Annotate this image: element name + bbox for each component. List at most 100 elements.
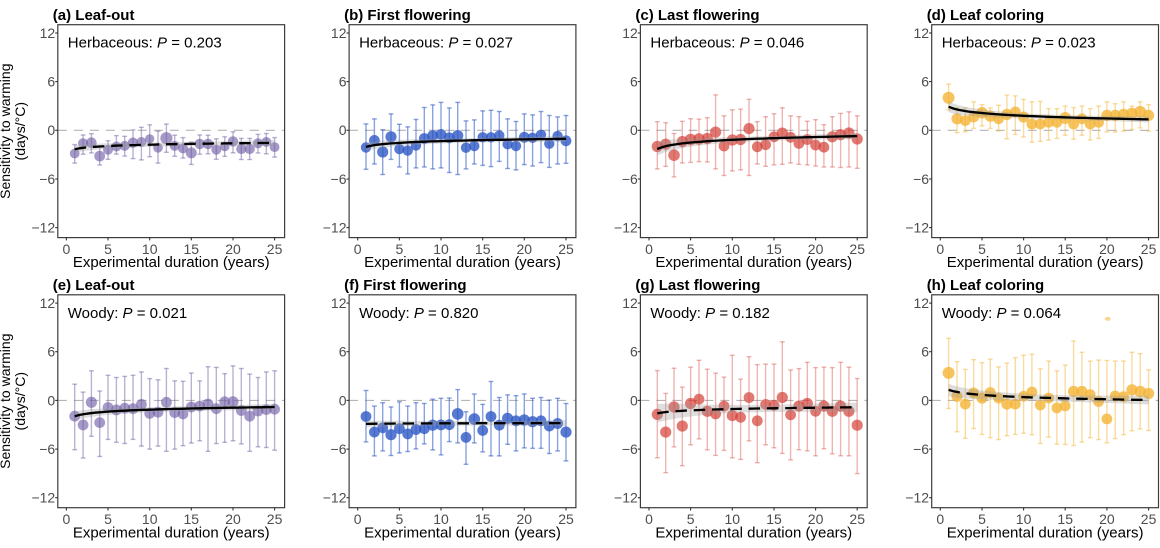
svg-text:15: 15 [1057,241,1073,257]
svg-text:(b) First flowering: (b) First flowering [344,7,471,24]
svg-text:0: 0 [936,511,944,527]
svg-text:0: 0 [630,392,638,408]
svg-text:−12: −12 [614,490,638,506]
svg-text:−6: −6 [331,171,347,187]
svg-text:15: 15 [184,511,200,527]
svg-text:0: 0 [354,241,362,257]
svg-text:(f) First flowering: (f) First flowering [344,277,467,294]
svg-text:(e) Leaf-out: (e) Leaf-out [53,277,135,294]
svg-text:10: 10 [142,511,158,527]
svg-text:10: 10 [1016,511,1032,527]
svg-text:Experimental duration (years): Experimental duration (years) [655,254,852,271]
svg-text:20: 20 [1099,241,1115,257]
svg-text:Herbaceous: P = 0.027: Herbaceous: P = 0.027 [359,35,513,52]
svg-text:−12: −12 [323,220,347,236]
svg-text:0: 0 [921,122,929,138]
svg-text:15: 15 [766,241,782,257]
svg-text:0: 0 [645,241,653,257]
svg-text:−6: −6 [331,441,347,457]
svg-text:15: 15 [475,511,491,527]
svg-text:−12: −12 [905,220,929,236]
svg-text:25: 25 [267,241,283,257]
svg-text:Herbaceous: P = 0.046: Herbaceous: P = 0.046 [650,35,804,52]
svg-text:Herbaceous: P = 0.203: Herbaceous: P = 0.203 [68,35,222,52]
svg-text:5: 5 [978,511,986,527]
svg-text:12: 12 [622,25,638,41]
svg-text:10: 10 [725,241,741,257]
svg-text:0: 0 [630,122,638,138]
svg-text:25: 25 [558,511,574,527]
svg-text:5: 5 [687,511,695,527]
svg-text:−12: −12 [31,220,55,236]
svg-text:0: 0 [63,511,71,527]
svg-text:Experimental duration (years): Experimental duration (years) [947,254,1144,271]
svg-text:−12: −12 [31,490,55,506]
svg-text:−6: −6 [622,441,638,457]
svg-text:5: 5 [396,511,404,527]
svg-text:−12: −12 [323,490,347,506]
svg-text:10: 10 [1016,241,1032,257]
svg-text:5: 5 [978,241,986,257]
svg-text:12: 12 [331,25,347,41]
svg-text:Experimental duration (years): Experimental duration (years) [655,524,852,541]
svg-text:15: 15 [184,241,200,257]
svg-text:12: 12 [40,295,56,311]
svg-text:0: 0 [47,122,55,138]
svg-text:(h) Leaf coloring: (h) Leaf coloring [927,277,1044,294]
svg-text:0: 0 [339,392,347,408]
svg-text:12: 12 [331,295,347,311]
svg-text:15: 15 [475,241,491,257]
svg-text:−6: −6 [913,171,929,187]
svg-text:6: 6 [339,344,347,360]
svg-text:0: 0 [921,392,929,408]
svg-text:10: 10 [433,511,449,527]
svg-text:20: 20 [808,511,824,527]
svg-text:Experimental duration (years): Experimental duration (years) [364,524,561,541]
svg-text:−6: −6 [39,441,55,457]
svg-text:(a) Leaf-out: (a) Leaf-out [53,7,135,24]
svg-text:5: 5 [687,241,695,257]
svg-text:20: 20 [225,511,241,527]
svg-text:−12: −12 [905,490,929,506]
svg-text:20: 20 [517,511,533,527]
svg-text:Woody: P = 0.021: Woody: P = 0.021 [68,305,187,322]
svg-text:25: 25 [849,241,865,257]
svg-text:20: 20 [1099,511,1115,527]
svg-text:12: 12 [914,295,930,311]
svg-text:Woody: P = 0.182: Woody: P = 0.182 [650,305,769,322]
svg-text:0: 0 [63,241,71,257]
svg-text:6: 6 [921,74,929,90]
svg-text:20: 20 [517,241,533,257]
svg-text:(c) Last flowering: (c) Last flowering [635,7,759,24]
svg-text:12: 12 [914,25,930,41]
svg-text:6: 6 [339,74,347,90]
svg-text:25: 25 [267,511,283,527]
svg-text:5: 5 [396,241,404,257]
svg-text:(days/°C): (days/°C) [12,372,28,431]
svg-text:25: 25 [1141,511,1157,527]
svg-text:Sensitivity to warming: Sensitivity to warming [0,334,13,469]
svg-text:15: 15 [766,511,782,527]
svg-text:(days/°C): (days/°C) [12,102,28,161]
svg-text:6: 6 [47,344,55,360]
svg-text:25: 25 [558,241,574,257]
svg-text:Experimental duration (years): Experimental duration (years) [73,524,270,541]
svg-text:6: 6 [47,74,55,90]
svg-text:Woody: P = 0.820: Woody: P = 0.820 [359,305,478,322]
svg-text:12: 12 [40,25,56,41]
svg-text:20: 20 [225,241,241,257]
svg-text:0: 0 [47,392,55,408]
svg-text:6: 6 [921,344,929,360]
svg-text:Experimental duration (years): Experimental duration (years) [364,254,561,271]
svg-text:0: 0 [936,241,944,257]
svg-text:(g) Last flowering: (g) Last flowering [635,277,760,294]
svg-text:Experimental duration (years): Experimental duration (years) [947,524,1144,541]
svg-text:0: 0 [645,511,653,527]
svg-text:(d) Leaf coloring: (d) Leaf coloring [927,7,1044,24]
svg-text:25: 25 [849,511,865,527]
svg-text:10: 10 [142,241,158,257]
svg-text:−6: −6 [913,441,929,457]
svg-text:Sensitivity to warming: Sensitivity to warming [0,64,13,199]
svg-text:−6: −6 [39,171,55,187]
svg-text:Experimental duration (years): Experimental duration (years) [73,254,270,271]
